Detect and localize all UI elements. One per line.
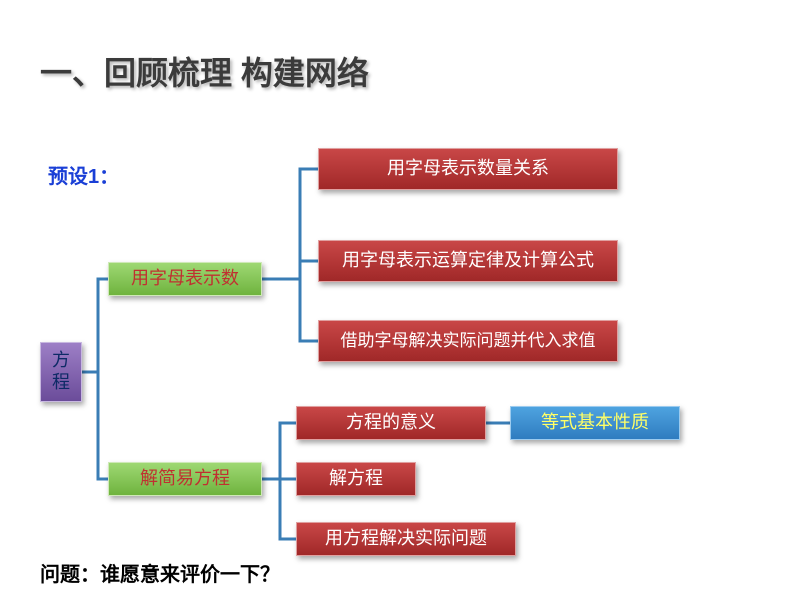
node-leaf5: 解方程	[296, 462, 416, 496]
node-leaf7: 等式基本性质	[510, 406, 680, 440]
node-branch2: 解简易方程	[108, 462, 262, 496]
node-leaf2-label: 用字母表示运算定律及计算公式	[342, 250, 594, 272]
node-leaf4-label: 方程的意义	[346, 412, 436, 434]
subtitle-label: 预设1：	[48, 160, 119, 189]
node-leaf4: 方程的意义	[296, 406, 486, 440]
node-leaf2: 用字母表示运算定律及计算公式	[318, 240, 618, 282]
node-leaf5-label: 解方程	[329, 468, 383, 490]
node-leaf7-label: 等式基本性质	[541, 412, 649, 434]
question-text: 问题：谁愿意来评价一下？	[40, 558, 280, 587]
node-leaf6: 用方程解决实际问题	[296, 522, 516, 556]
node-leaf1: 用字母表示数量关系	[318, 148, 618, 190]
node-leaf6-label: 用方程解决实际问题	[325, 528, 487, 550]
node-branch1: 用字母表示数	[108, 262, 262, 296]
node-root: 方 程	[40, 342, 82, 402]
node-branch1-label: 用字母表示数	[131, 268, 239, 290]
page-title: 一、回顾梳理 构建网络	[40, 48, 369, 94]
node-leaf1-label: 用字母表示数量关系	[387, 158, 549, 180]
node-root-label: 方 程	[52, 350, 70, 393]
node-leaf3-label: 借助字母解决实际问题并代入求值	[341, 331, 596, 351]
node-branch2-label: 解简易方程	[140, 468, 230, 490]
node-leaf3: 借助字母解决实际问题并代入求值	[318, 320, 618, 362]
